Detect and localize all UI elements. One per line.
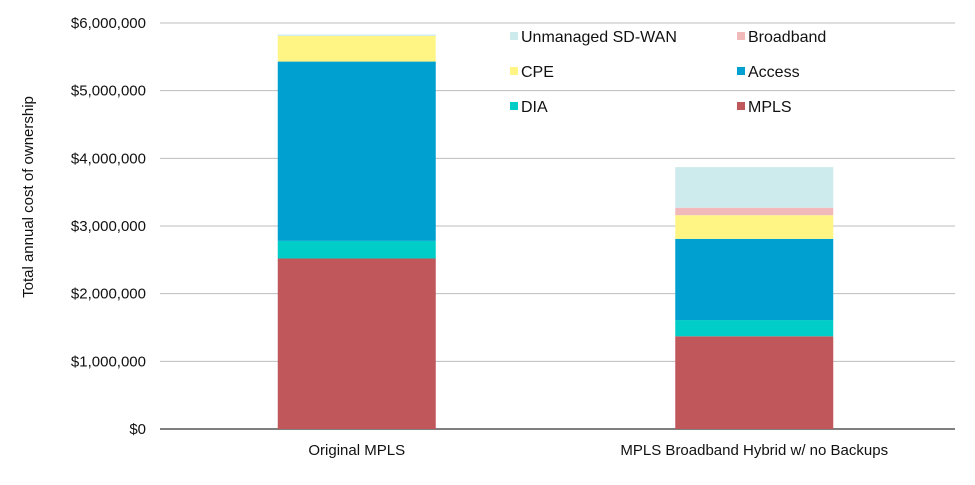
bar-segment-cpe-2	[675, 215, 833, 239]
y-axis-title: Total annual cost of ownership	[20, 96, 37, 298]
legend-swatch	[510, 67, 518, 75]
x-axis-categories: Original MPLS MPLS Broadband Hybrid w/ no…	[308, 442, 888, 459]
y-tick-label: $3,000,000	[71, 218, 146, 235]
y-tick-label: $5,000,000	[71, 83, 146, 100]
legend: Unmanaged SD-WAN Broadband CPE Access DIA MPL…	[510, 29, 826, 116]
y-axis-ticks: $0 $1,000,000 $2,000,000 $3,000,000 $4,000,0…	[71, 15, 146, 438]
legend-label: Access	[748, 64, 800, 81]
bar-segment-unmanaged-sd-wan-2	[675, 167, 833, 208]
bars	[278, 35, 834, 429]
bar-segment-mpls-1	[278, 258, 436, 429]
legend-item-broadband: Broadband	[737, 29, 826, 46]
legend-swatch	[737, 67, 745, 75]
y-tick-label: $0	[129, 421, 146, 438]
y-tick-label: $2,000,000	[71, 286, 146, 303]
legend-swatch	[737, 102, 745, 110]
legend-swatch	[510, 102, 518, 110]
legend-label: MPLS	[748, 99, 792, 116]
y-tick-label: $6,000,000	[71, 15, 146, 32]
y-tick-label: $4,000,000	[71, 150, 146, 167]
legend-item-access: Access	[737, 64, 800, 81]
legend-item-cpe: CPE	[510, 64, 554, 81]
bar-segment-mpls-2	[675, 336, 833, 429]
legend-swatch	[510, 32, 518, 40]
y-tick-label: $1,000,000	[71, 353, 146, 370]
legend-label: Unmanaged SD-WAN	[521, 29, 677, 46]
legend-swatch	[737, 32, 745, 40]
bar-segment-broadband-2	[675, 208, 833, 215]
x-category-label: MPLS Broadband Hybrid w/ no Backups	[620, 442, 888, 459]
legend-label: Broadband	[748, 29, 826, 46]
legend-item-mpls: MPLS	[737, 99, 792, 116]
bar-segment-access-1	[278, 62, 436, 241]
legend-label: DIA	[521, 99, 548, 116]
bar-segment-dia-2	[675, 320, 833, 336]
legend-item-dia: DIA	[510, 99, 548, 116]
x-category-label: Original MPLS	[308, 442, 405, 459]
bar-segment-dia-1	[278, 241, 436, 259]
bar-segment-cpe-1	[278, 36, 436, 62]
legend-label: CPE	[521, 64, 554, 81]
legend-item-unmanaged-sd-wan: Unmanaged SD-WAN	[510, 29, 677, 46]
bar-segment-access-2	[675, 239, 833, 320]
bar-segment-unmanaged-sd-wan-1	[278, 35, 436, 36]
